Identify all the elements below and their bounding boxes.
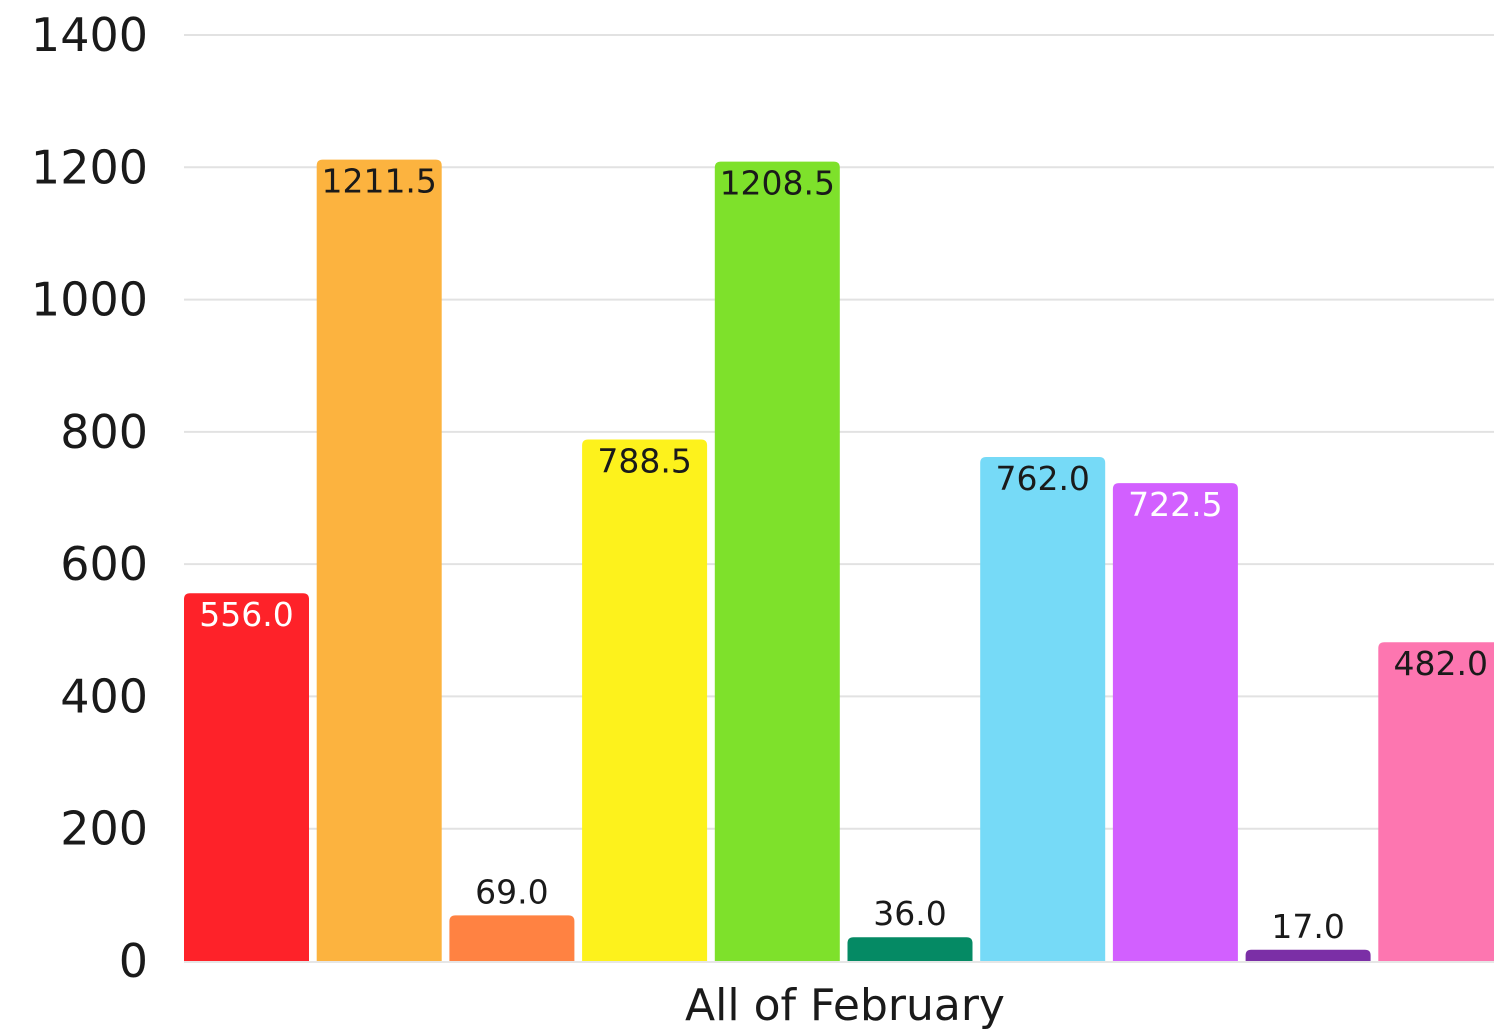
data-label-4: 788.5 — [597, 441, 691, 480]
y-tick-label: 0 — [119, 934, 148, 988]
data-label-6: 36.0 — [873, 894, 946, 933]
y-tick-label: 1200 — [31, 140, 148, 194]
bar-3 — [449, 915, 575, 961]
data-labels: 556.0 1211.5 69.0 788.5 1208.5 36.0 762.0 722.5… — [199, 162, 1488, 946]
y-tick-label: 400 — [60, 669, 148, 723]
data-label-7: 762.0 — [995, 459, 1089, 498]
data-label-8: 722.5 — [1128, 485, 1222, 524]
data-label-10: 482.0 — [1394, 644, 1488, 683]
bar-9 — [1245, 949, 1371, 961]
y-tick-label: 200 — [60, 802, 148, 856]
data-label-1: 556.0 — [199, 595, 293, 634]
bar-4 — [582, 439, 708, 961]
bar-7 — [980, 456, 1106, 961]
data-label-2: 1211.5 — [321, 162, 436, 201]
bar-6 — [847, 937, 973, 961]
y-tick-label: 600 — [60, 537, 148, 591]
data-label-9: 17.0 — [1271, 907, 1344, 946]
x-category-label: All of February — [685, 980, 1005, 1031]
y-tick-label: 1000 — [31, 273, 148, 327]
bar-1 — [184, 593, 309, 961]
y-axis-ticks: 0 200 400 600 800 1000 1200 1400 — [31, 8, 148, 988]
y-tick-label: 800 — [60, 405, 148, 459]
bar-5 — [714, 161, 840, 961]
bars — [184, 159, 1494, 961]
data-label-3: 69.0 — [475, 872, 548, 911]
bar-8 — [1112, 483, 1238, 961]
bar-2 — [316, 159, 442, 961]
data-label-5: 1208.5 — [720, 164, 835, 203]
bar-10 — [1378, 642, 1494, 961]
y-tick-label: 1400 — [31, 8, 148, 62]
